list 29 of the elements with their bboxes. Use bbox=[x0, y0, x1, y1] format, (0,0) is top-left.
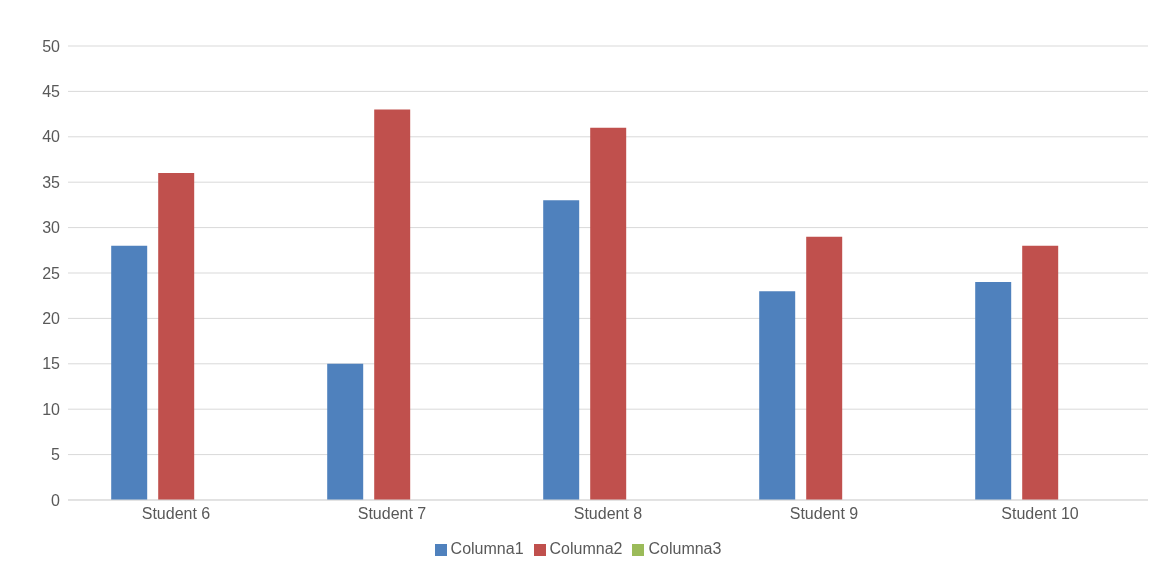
y-tick-label: 30 bbox=[42, 219, 61, 237]
x-tick-label: Student 8 bbox=[573, 505, 643, 523]
x-tick-label: Student 7 bbox=[357, 505, 427, 523]
bar bbox=[158, 173, 195, 500]
x-tick-label: Student 10 bbox=[1001, 505, 1079, 523]
bar bbox=[327, 363, 364, 500]
x-tick-label: Student 6 bbox=[141, 505, 211, 523]
y-tick-label: 0 bbox=[51, 491, 61, 509]
y-tick-label: 5 bbox=[51, 446, 61, 464]
legend-label: Columna3 bbox=[648, 540, 722, 557]
bar bbox=[806, 236, 843, 500]
bar bbox=[543, 200, 580, 500]
y-tick-label: 10 bbox=[42, 400, 61, 418]
x-tick-label: Student 9 bbox=[789, 505, 859, 523]
bar bbox=[759, 291, 796, 500]
y-tick-label: 40 bbox=[42, 128, 61, 146]
legend-label: Columna2 bbox=[549, 540, 623, 557]
bar bbox=[111, 245, 148, 500]
bar bbox=[590, 127, 627, 500]
y-tick-label: 20 bbox=[42, 310, 61, 328]
bar bbox=[975, 282, 1012, 500]
legend-label: Columna1 bbox=[450, 540, 524, 557]
y-tick-label: 25 bbox=[42, 264, 61, 282]
y-tick-label: 35 bbox=[42, 173, 61, 191]
y-tick-label: 45 bbox=[42, 83, 61, 101]
y-tick-label: 50 bbox=[42, 37, 61, 55]
bar bbox=[374, 109, 411, 500]
y-tick-label: 15 bbox=[42, 355, 61, 373]
bar bbox=[1022, 245, 1059, 500]
